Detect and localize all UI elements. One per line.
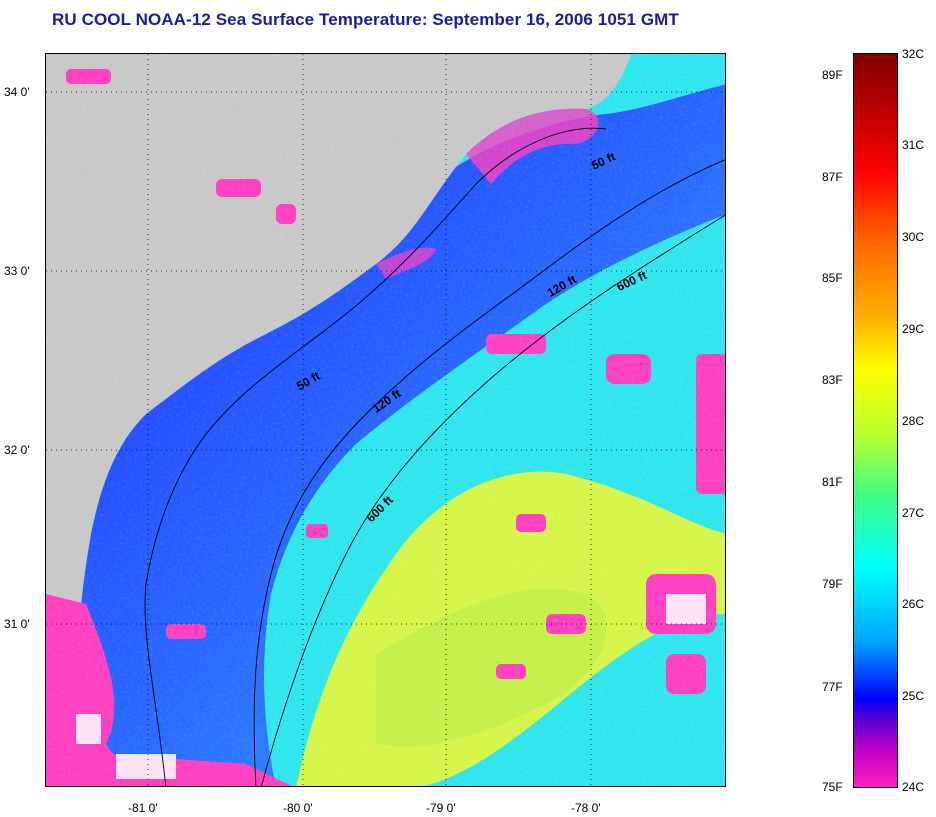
celsius-label: 28C	[902, 414, 925, 428]
fahrenheit-label: 79F	[822, 577, 843, 591]
fahrenheit-label: 81F	[822, 475, 843, 489]
isobath-120ft	[253, 159, 725, 786]
latitude-label: 31 0'	[4, 617, 30, 631]
celsius-label: 26C	[902, 597, 925, 611]
celsius-label: 30C	[902, 230, 925, 244]
graticule	[46, 54, 725, 786]
isobath-50ft	[144, 127, 607, 786]
fahrenheit-label: 83F	[822, 373, 843, 387]
isobath-contours	[144, 127, 725, 786]
temperature-colorbar	[853, 53, 898, 788]
longitude-label: -80 0'	[283, 801, 313, 815]
fahrenheit-label: 87F	[822, 170, 843, 184]
latitude-label: 32 0'	[4, 443, 30, 457]
celsius-label: 27C	[902, 506, 925, 520]
isobath-600ft	[261, 214, 725, 786]
latitude-label: 34 0'	[4, 85, 30, 99]
celsius-label: 25C	[902, 689, 925, 703]
sst-map-graphic	[46, 54, 725, 786]
celsius-label: 31C	[902, 138, 925, 152]
sea-surface-temperature-map[interactable]: 50 ft 50 ft 120 ft 120 ft 600 ft 600 ft	[45, 53, 726, 787]
fahrenheit-label: 85F	[822, 271, 843, 285]
longitude-label: -78 0'	[571, 801, 601, 815]
longitude-label: -79 0'	[426, 801, 456, 815]
longitude-label: -81 0'	[128, 801, 158, 815]
celsius-label: 24C	[902, 780, 925, 794]
fahrenheit-label: 77F	[822, 680, 843, 694]
celsius-label: 29C	[902, 322, 925, 336]
fahrenheit-label: 89F	[822, 68, 843, 82]
map-title: RU COOL NOAA-12 Sea Surface Temperature:…	[52, 10, 679, 29]
fahrenheit-label: 75F	[822, 780, 843, 794]
latitude-label: 33 0'	[4, 264, 30, 278]
celsius-label: 32C	[902, 47, 925, 61]
